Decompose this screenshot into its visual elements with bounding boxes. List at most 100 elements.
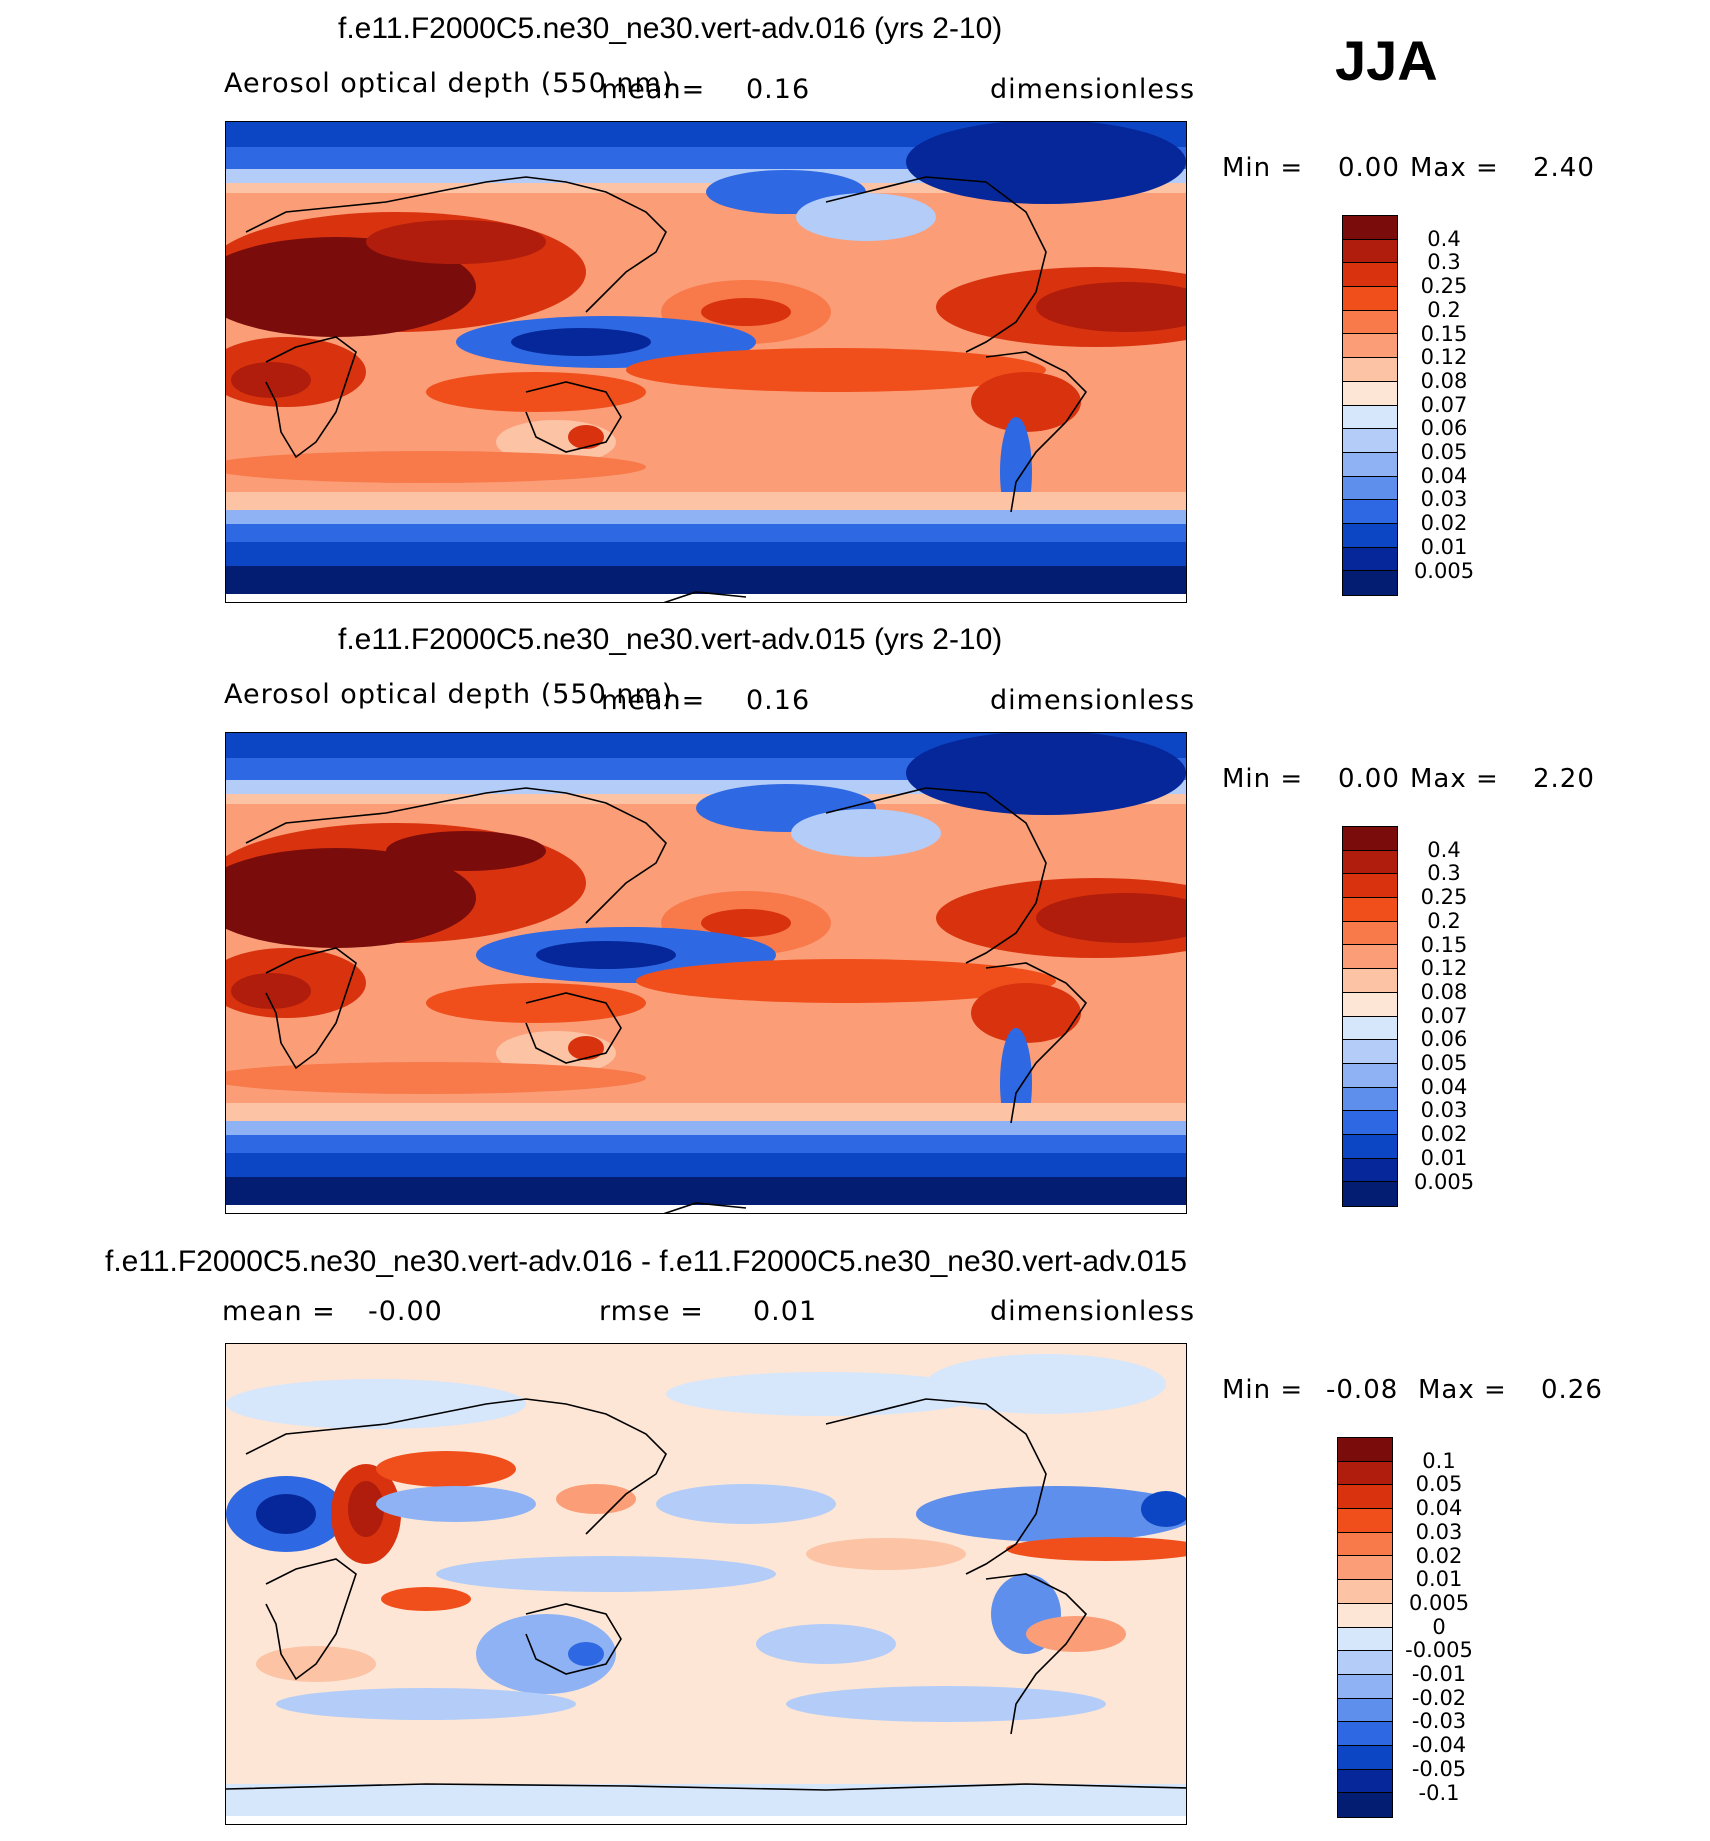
panel-2-mean-value: 0.16 bbox=[746, 685, 811, 716]
colorbar-level-label: -0.02 bbox=[1411, 1685, 1467, 1710]
panel-2-min-value: 0.00 bbox=[1338, 764, 1400, 794]
colorbar-swatch bbox=[1343, 1040, 1397, 1064]
colorbar-level-label: 0.01 bbox=[1420, 534, 1468, 559]
colorbar-level-label: 0.05 bbox=[1420, 440, 1468, 464]
colorbar-level-label: -0.04 bbox=[1411, 1733, 1467, 1758]
colorbar-swatch bbox=[1338, 1438, 1392, 1462]
colorbar-swatch bbox=[1343, 476, 1397, 501]
colorbar-swatch bbox=[1343, 1087, 1397, 1112]
panel-3-mean-value: -0.00 bbox=[368, 1296, 443, 1327]
colorbar-swatch bbox=[1343, 547, 1397, 572]
colorbar-level-label: 0.2 bbox=[1427, 297, 1461, 322]
panel-3-mean-label: mean = bbox=[222, 1296, 336, 1327]
panel-2-variable: Aerosol optical depth (550 nm) bbox=[224, 679, 674, 710]
colorbar-swatch bbox=[1343, 945, 1397, 970]
panel-1-max-label: Max = bbox=[1410, 153, 1499, 183]
colorbar-level-label: 0.15 bbox=[1420, 932, 1468, 957]
colorbar-swatch bbox=[1343, 523, 1397, 548]
panel-1-variable: Aerosol optical depth (550 nm) bbox=[224, 68, 674, 99]
colorbar-level-label: 0.04 bbox=[1420, 463, 1468, 488]
colorbar-swatch bbox=[1338, 1509, 1392, 1533]
colorbar-level-label: 0 bbox=[1432, 1614, 1446, 1639]
colorbar-swatch bbox=[1343, 239, 1397, 264]
colorbar-swatch bbox=[1343, 921, 1397, 946]
colorbar-swatch bbox=[1338, 1698, 1392, 1723]
colorbar-level-label: 0.3 bbox=[1427, 861, 1461, 886]
colorbar-level-label: 0.08 bbox=[1420, 368, 1468, 393]
colorbar-swatch bbox=[1338, 1627, 1392, 1652]
panel-3-rmse-value: 0.01 bbox=[753, 1296, 818, 1327]
panel-3-units: dimensionless bbox=[990, 1296, 1196, 1327]
panel-1-map bbox=[225, 121, 1187, 603]
colorbar-level-label: -0.1 bbox=[1418, 1780, 1460, 1805]
panel-3-rmse-label: rmse = bbox=[599, 1296, 704, 1327]
colorbar-swatch bbox=[1343, 1158, 1397, 1183]
panel-2-title: f.e11.F2000C5.ne30_ne30.vert-adv.015 (yr… bbox=[338, 623, 1003, 656]
panel-2-max-value: 2.20 bbox=[1533, 764, 1595, 794]
colorbar-level-label: 0.03 bbox=[1415, 1519, 1463, 1544]
colorbar-swatch bbox=[1343, 827, 1397, 851]
colorbar-swatch bbox=[1343, 334, 1397, 359]
colorbar-swatch bbox=[1343, 405, 1397, 430]
colorbar-swatch bbox=[1338, 1461, 1392, 1486]
colorbar-level-label: 0.02 bbox=[1420, 511, 1468, 536]
panel-3-min-value: -0.08 bbox=[1326, 1375, 1399, 1405]
colorbar-level-label: 0.1 bbox=[1422, 1448, 1456, 1473]
colorbar-level-label: 0.03 bbox=[1420, 1098, 1468, 1123]
colorbar-swatch bbox=[1343, 287, 1397, 311]
panel-1-mean-value: 0.16 bbox=[746, 74, 811, 105]
panel-1-max-value: 2.40 bbox=[1533, 153, 1595, 183]
colorbar-level-label: 0.12 bbox=[1420, 345, 1468, 370]
colorbar-swatch bbox=[1343, 571, 1397, 595]
colorbar-swatch bbox=[1338, 1556, 1392, 1581]
panel-2-max-label: Max = bbox=[1410, 764, 1499, 794]
colorbar-level-label: 0.25 bbox=[1420, 274, 1468, 299]
colorbar-level-label: 0.005 bbox=[1408, 1590, 1470, 1615]
colorbar-swatch bbox=[1338, 1674, 1392, 1699]
colorbar-level-label: 0.01 bbox=[1420, 1145, 1468, 1170]
colorbar-level-label: 0.05 bbox=[1415, 1472, 1463, 1497]
colorbar-level-label: 0.005 bbox=[1413, 1169, 1475, 1194]
colorbar-swatch bbox=[1343, 898, 1397, 922]
colorbar-level-label: 0.02 bbox=[1415, 1543, 1463, 1568]
colorbar-level-label: 0.4 bbox=[1427, 837, 1461, 862]
colorbar-swatch bbox=[1343, 850, 1397, 875]
colorbar-level-label: 0.4 bbox=[1427, 226, 1461, 251]
panel-1-mean-label: mean= bbox=[601, 74, 706, 105]
colorbar-level-label: 0.05 bbox=[1420, 1051, 1468, 1075]
colorbar-swatch bbox=[1343, 1134, 1397, 1159]
colorbar-swatch bbox=[1343, 992, 1397, 1017]
panel-2-mean-label: mean= bbox=[601, 685, 706, 716]
colorbar-swatch bbox=[1343, 969, 1397, 993]
panel-3-max-value: 0.26 bbox=[1541, 1375, 1603, 1405]
colorbar-swatch bbox=[1343, 1182, 1397, 1206]
colorbar-swatch bbox=[1338, 1651, 1392, 1675]
colorbar-swatch bbox=[1343, 500, 1397, 524]
colorbar-swatch bbox=[1338, 1793, 1392, 1817]
colorbar-swatch bbox=[1338, 1580, 1392, 1604]
panel-1-units: dimensionless bbox=[990, 74, 1196, 105]
colorbar-level-label: 0.04 bbox=[1415, 1496, 1463, 1521]
colorbar-swatch bbox=[1343, 263, 1397, 288]
panel-1-title: f.e11.F2000C5.ne30_ne30.vert-adv.016 (yr… bbox=[338, 12, 1003, 45]
colorbar-level-label: 0.2 bbox=[1427, 908, 1461, 933]
colorbar-level-label: 0.12 bbox=[1420, 956, 1468, 981]
colorbar-level-label: -0.05 bbox=[1411, 1756, 1467, 1781]
colorbar-level-label: -0.01 bbox=[1411, 1662, 1467, 1686]
colorbar-level-label: 0.06 bbox=[1420, 1027, 1468, 1052]
panel-3-max-label: Max = bbox=[1418, 1375, 1507, 1405]
colorbar-swatch bbox=[1343, 358, 1397, 382]
colorbar-level-label: 0.3 bbox=[1427, 250, 1461, 275]
colorbar-swatch bbox=[1338, 1722, 1392, 1746]
panel-2-map bbox=[225, 732, 1187, 1214]
panel-3-title: f.e11.F2000C5.ne30_ne30.vert-adv.016 - f… bbox=[105, 1245, 1187, 1278]
colorbar-level-label: 0.03 bbox=[1420, 487, 1468, 512]
colorbar-swatch bbox=[1343, 874, 1397, 899]
colorbar-level-label: 0.15 bbox=[1420, 321, 1468, 346]
colorbar-swatch bbox=[1338, 1603, 1392, 1628]
colorbar-swatch bbox=[1338, 1485, 1392, 1510]
colorbar-swatch bbox=[1343, 381, 1397, 406]
colorbar-swatch bbox=[1343, 1111, 1397, 1135]
panel-3-map bbox=[225, 1343, 1187, 1825]
colorbar-swatch bbox=[1338, 1532, 1392, 1557]
